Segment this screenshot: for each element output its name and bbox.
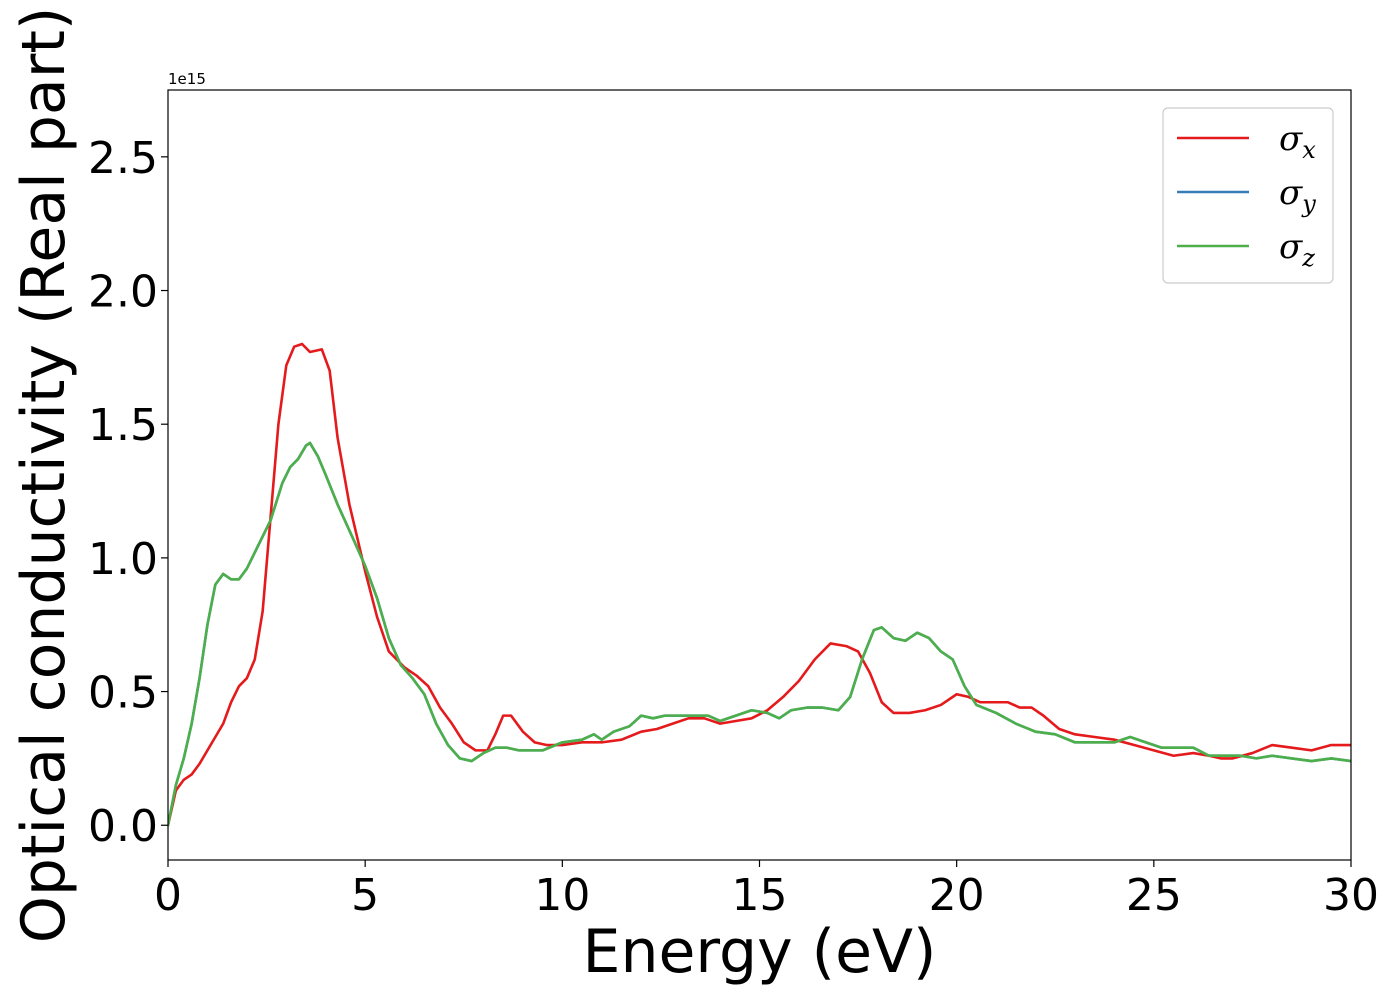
x-tick-label: 20 (929, 870, 985, 921)
series-line-x (168, 342, 1351, 827)
x-tick-label: 15 (732, 870, 788, 921)
x-tick-label: 25 (1126, 870, 1182, 921)
y-tick-label: 1.0 (88, 534, 158, 585)
x-tick-label: 10 (534, 870, 590, 921)
legend-frame (1162, 107, 1334, 284)
x-tick-label: 0 (154, 870, 182, 921)
y-tick-label: 2.0 (88, 267, 158, 318)
y-tick-label: 2.5 (88, 133, 158, 184)
x-axis-title: Energy (eV) (583, 917, 937, 987)
x-tick-label: 30 (1323, 870, 1379, 921)
y-tick-label: 0.5 (88, 668, 158, 719)
y-tick-label: 0.0 (88, 801, 158, 852)
x-axis-ticks: 0 5 10 15 20 25 30 (154, 860, 1379, 921)
y-tick-label: 1.5 (88, 400, 158, 451)
x-tick-label: 5 (351, 870, 379, 921)
y-axis-offset-label: 1e15 (168, 70, 206, 88)
y-axis-ticks: 0.0 0.5 1.0 1.5 2.0 2.5 (88, 133, 168, 852)
y-axis-title: Optical conductivity (Real part) (9, 7, 79, 944)
series-layer (168, 342, 1351, 827)
series-line-z (168, 441, 1351, 827)
